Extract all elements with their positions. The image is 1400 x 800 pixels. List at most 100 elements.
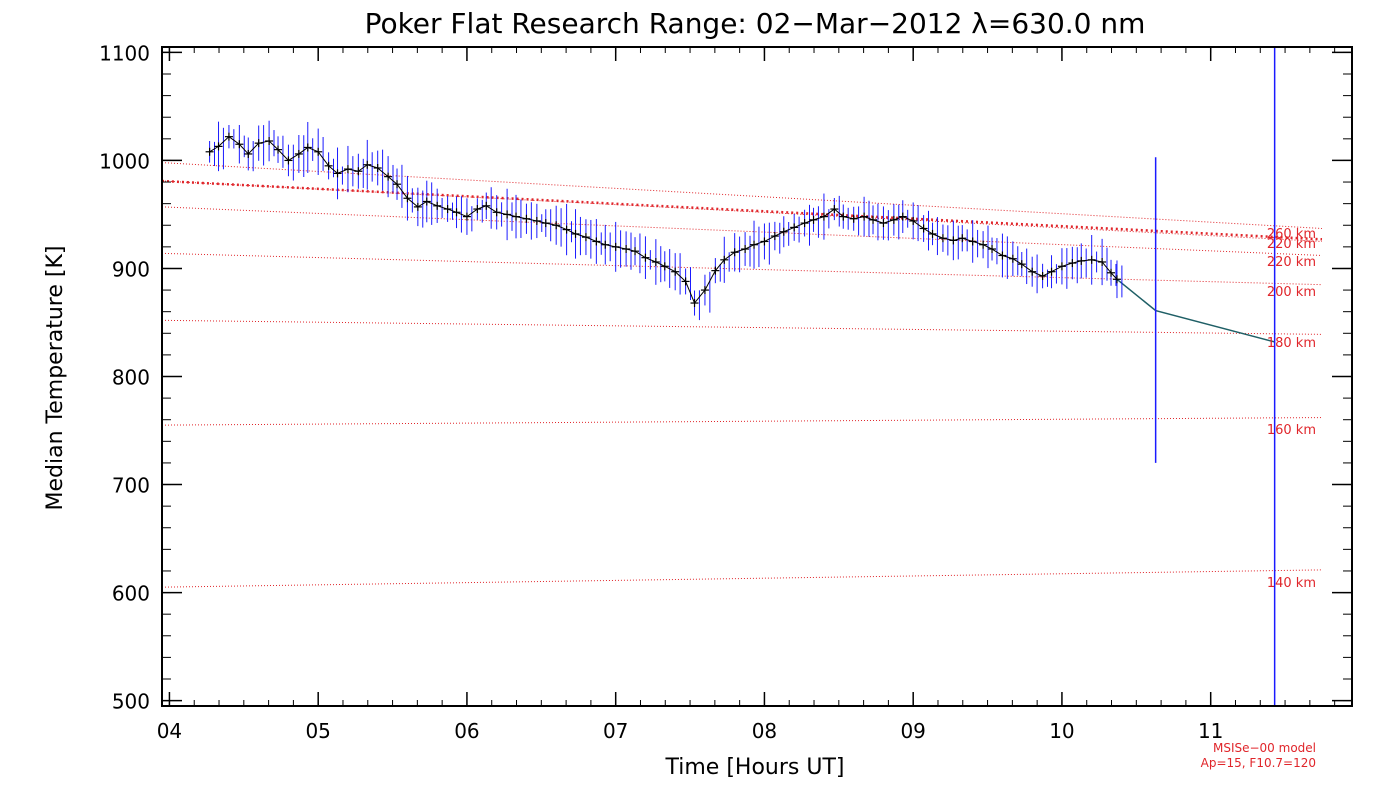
data-point <box>452 208 461 217</box>
model-altitude-label: 260 km <box>1267 227 1316 242</box>
data-point <box>938 234 947 243</box>
data-point <box>681 277 690 286</box>
data-point <box>254 139 263 148</box>
data-point <box>720 255 729 264</box>
extrapolation <box>1116 47 1276 706</box>
data-point <box>779 227 788 236</box>
data-point <box>224 132 233 141</box>
data-point <box>800 219 809 228</box>
data-point <box>384 172 393 181</box>
x-tick-label: 06 <box>454 719 479 743</box>
data-point <box>750 240 759 249</box>
data-point <box>462 212 471 221</box>
x-tick-label: 04 <box>157 719 182 743</box>
data-point <box>1017 260 1026 269</box>
data-point <box>1068 259 1077 268</box>
x-tick-label: 08 <box>752 719 777 743</box>
data-point <box>205 147 214 156</box>
data-point <box>690 299 699 308</box>
data-point <box>622 245 631 254</box>
model-curve <box>161 252 1323 286</box>
data-point <box>482 201 491 210</box>
data-point <box>641 253 650 262</box>
data-point <box>294 149 303 158</box>
model-altitude-label: 200 km <box>1267 285 1316 300</box>
data-point <box>522 214 531 223</box>
data-point <box>730 248 739 257</box>
data-point <box>958 234 967 243</box>
data-point <box>601 240 610 249</box>
model-altitude-label: 180 km <box>1267 336 1316 351</box>
data-point <box>979 240 988 249</box>
data-point <box>741 245 750 254</box>
data-point <box>473 205 482 214</box>
plot-frame <box>161 46 1353 707</box>
data-point <box>1098 257 1107 266</box>
data-point <box>244 149 253 158</box>
data-point <box>1008 254 1017 263</box>
data-point <box>403 194 412 203</box>
x-tick-label: 07 <box>603 719 628 743</box>
model-altitude-label: 220 km <box>1267 237 1316 252</box>
data-point <box>333 169 342 178</box>
data-point <box>492 208 501 217</box>
x-tick-label: 05 <box>305 719 330 743</box>
data-point <box>274 145 283 154</box>
data-point <box>214 142 223 151</box>
data-point <box>443 205 452 214</box>
data-point <box>711 266 720 275</box>
data-point <box>303 143 312 152</box>
x-tick-label: 10 <box>1049 719 1074 743</box>
data-point <box>354 167 363 176</box>
data-point <box>314 147 323 156</box>
data-point <box>1107 268 1116 277</box>
data-line <box>209 136 1118 305</box>
axes: 04 05 06 07 08 09 10 11 500 600 700 800 900 1000 1100 <box>99 41 1352 743</box>
model-note-line-1: MSISe−00 model <box>1213 741 1316 755</box>
data-point <box>919 224 928 233</box>
data-point <box>343 165 352 174</box>
model-curves <box>161 162 1323 588</box>
data-point <box>889 215 898 224</box>
data-point <box>512 212 521 221</box>
data-point <box>324 161 333 170</box>
data-point <box>809 215 818 224</box>
data-point <box>1038 272 1047 281</box>
y-tick-label: 600 <box>112 582 150 606</box>
data-point <box>552 221 561 230</box>
model-curve <box>161 206 1323 257</box>
data-point <box>660 262 669 271</box>
model-altitude-label: 140 km <box>1267 576 1316 591</box>
data-point <box>819 212 828 221</box>
data-point <box>1112 275 1121 284</box>
data-point <box>571 229 580 238</box>
model-altitude-label: 160 km <box>1267 423 1316 438</box>
data-point <box>1077 256 1086 265</box>
data-point <box>532 216 541 225</box>
data-point <box>790 223 799 232</box>
data-point <box>503 210 512 219</box>
data-point <box>869 215 878 224</box>
data-point <box>373 163 382 172</box>
data-point <box>651 257 660 266</box>
data-point <box>700 286 709 295</box>
data-point <box>284 156 293 165</box>
data-point <box>413 202 422 211</box>
x-tick-label: 09 <box>900 719 925 743</box>
data-point <box>1047 267 1056 276</box>
data-point <box>1057 262 1066 271</box>
model-curve <box>161 417 1323 426</box>
y-tick-label: 1000 <box>99 149 150 173</box>
data-point <box>581 233 590 242</box>
y-tick-label: 700 <box>112 474 150 498</box>
model-altitude-label: 220 km <box>1267 255 1316 270</box>
x-axis-label: Time [Hours UT] <box>665 755 845 780</box>
data-point <box>1087 255 1096 264</box>
data-point <box>611 242 620 251</box>
data-point <box>363 160 372 169</box>
chart-title: Poker Flat Research Range: 02−Mar−2012 λ… <box>365 7 1146 40</box>
data-point <box>631 247 640 256</box>
data-point <box>988 245 997 254</box>
y-tick-label: 1100 <box>99 41 150 65</box>
